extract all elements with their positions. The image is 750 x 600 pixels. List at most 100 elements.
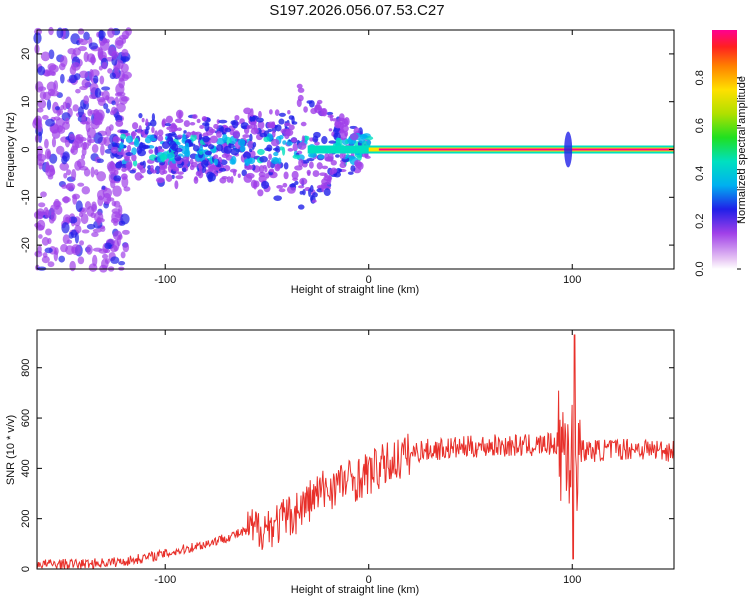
spectrogram-blob	[110, 217, 119, 224]
spectrogram-blob	[161, 141, 170, 149]
spectrogram-blob	[58, 255, 65, 263]
spectrogram-blob	[83, 95, 90, 105]
spectrogram-blob	[284, 122, 291, 127]
spectrogram-blob	[243, 107, 252, 115]
y-tick-label: 600	[20, 409, 32, 427]
spectrogram-blob	[99, 39, 110, 51]
spectrogram-blob	[169, 140, 177, 150]
spectrogram-blob	[297, 87, 305, 93]
spectrogram-blob	[50, 204, 56, 215]
spectrogram-blob	[101, 258, 109, 270]
spectrogram-blob	[118, 95, 128, 105]
spectrogram-blob	[250, 121, 256, 130]
spectrogram-blob	[63, 172, 68, 179]
spectrogram-blob	[192, 114, 198, 120]
spectrogram-blob	[116, 102, 126, 113]
spectrogram-blob	[80, 213, 89, 225]
spectrogram-blob	[111, 142, 118, 148]
spectrogram-blob	[68, 216, 78, 224]
spectrogram-blob	[131, 147, 137, 156]
spectrogram-blob	[44, 148, 52, 160]
spectrogram-blob	[258, 171, 266, 178]
spectrogram-blob	[118, 260, 126, 266]
spectrogram-blob	[120, 63, 129, 73]
spectrogram-blob	[121, 48, 129, 58]
spectrogram-blob	[53, 198, 61, 210]
spectrogram-blob	[204, 150, 213, 156]
spectrogram-blob	[183, 130, 187, 134]
spectrogram-blob	[309, 161, 314, 169]
spectrogram-blob	[115, 119, 124, 127]
spectrogram-blob	[349, 133, 359, 141]
spectrogram-blob	[48, 26, 54, 36]
x-tick-label: 0	[366, 274, 372, 286]
spectrogram-blob	[190, 133, 197, 142]
spectrogram-blob	[297, 142, 307, 150]
spectrogram-blob	[133, 139, 140, 148]
spectrogram-blob	[98, 248, 108, 254]
spectrogram-blob	[81, 154, 86, 160]
spectrogram-blob	[244, 158, 251, 167]
spectrogram-blob	[306, 158, 315, 162]
spectrogram-blob	[70, 148, 75, 154]
spectrogram-blob	[81, 114, 87, 125]
figure-title: S197.2026.056.07.53.C27	[269, 2, 444, 19]
spectrogram-blob	[60, 244, 68, 253]
spectrogram-blob	[222, 133, 228, 143]
spectrogram-blob	[53, 80, 59, 92]
spectrogram-blob	[339, 162, 347, 169]
spectrogram-blob	[265, 172, 270, 179]
spectrogram-blob	[71, 62, 81, 71]
spectrogram-blob	[312, 170, 320, 177]
spectrogram-blob	[101, 61, 108, 70]
spectrogram-blob	[174, 147, 183, 153]
spectrogram-blob	[113, 169, 119, 176]
spectrogram-blob	[248, 148, 253, 153]
spectrogram-blob	[118, 34, 129, 40]
spectrogram-blob	[99, 75, 105, 85]
spectrogram-blob	[61, 196, 71, 203]
spectrogram-blob	[174, 155, 182, 162]
spectrogram-blob	[209, 135, 218, 144]
y-tick-label: 800	[20, 359, 32, 377]
y-tick-label: 0	[20, 566, 32, 572]
spectrogram-blob	[246, 124, 252, 130]
spectrogram-blob	[347, 171, 354, 175]
spectrogram-y-label: Frequency (Hz)	[5, 112, 17, 188]
spectrogram-blob	[217, 163, 222, 168]
carrier-core	[378, 148, 674, 151]
spectrogram-blob	[165, 133, 174, 137]
spectrogram-blob	[256, 117, 264, 123]
spectrogram-blob	[54, 106, 60, 111]
spectrogram-blob	[190, 161, 198, 168]
spectrogram-blob	[37, 86, 47, 92]
spectrogram-blob	[285, 128, 291, 137]
colorbar-label: Normalized spectral amplitude	[736, 76, 748, 224]
spectrogram-blob	[72, 104, 79, 112]
spectrogram-blob	[59, 162, 70, 171]
spectrogram-blob	[343, 116, 350, 126]
spectrogram-blob	[294, 180, 299, 185]
spectrogram-blob	[96, 189, 105, 201]
spectrogram-blob	[178, 110, 182, 120]
spectrogram-blob	[115, 161, 122, 169]
spectrogram-blob	[213, 158, 219, 166]
spectrogram-blob	[94, 87, 102, 98]
spectrogram-blob	[110, 146, 119, 154]
spectrogram-blob	[218, 167, 227, 172]
spectrogram-blob	[82, 141, 88, 150]
spectrogram-blob	[348, 155, 356, 160]
spectrogram-blob	[34, 250, 43, 258]
x-tick-label: 0	[366, 574, 372, 586]
spectrogram-blob	[247, 140, 254, 148]
spectrogram-blob	[122, 229, 130, 235]
spectrogram-blob	[50, 124, 60, 134]
spectrogram-blob	[69, 260, 76, 272]
spectrogram-blob	[93, 132, 103, 144]
spectrogram-blob	[242, 134, 250, 138]
spectrogram-blob	[121, 173, 128, 180]
colorbar-tick-label: 0.0	[694, 261, 706, 276]
spectrogram-blob	[92, 254, 98, 267]
spectrogram-blob	[283, 162, 289, 170]
spectrogram-blob	[198, 150, 203, 155]
